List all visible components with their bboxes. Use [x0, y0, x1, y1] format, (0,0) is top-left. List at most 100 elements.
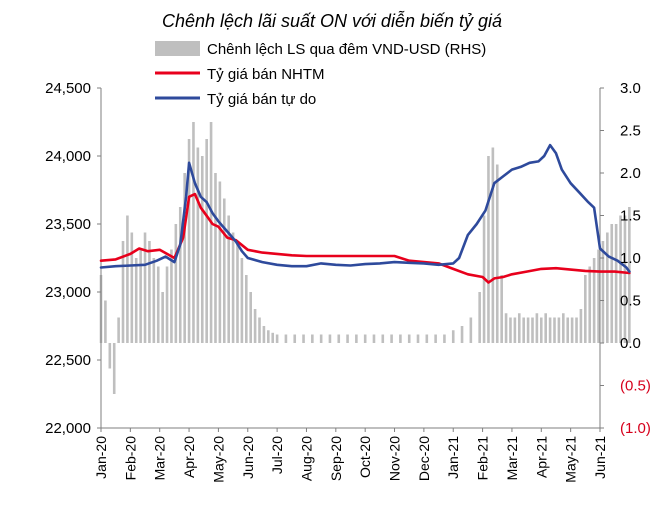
series-line	[99, 143, 631, 273]
bar-mark	[240, 258, 244, 343]
bar-mark	[575, 317, 578, 343]
bar-mark	[200, 156, 204, 343]
bar-mark	[258, 317, 261, 343]
bar-mark	[584, 275, 587, 343]
left-tick-label: 23,500	[45, 216, 91, 233]
right-tick-label: 0.5	[620, 293, 641, 310]
bar-mark	[152, 258, 156, 343]
bar-mark	[579, 309, 583, 343]
bar-mark	[566, 317, 570, 343]
bar-mark	[606, 232, 609, 343]
bar-mark	[592, 258, 596, 343]
x-tick-label: Jan-21	[445, 436, 461, 479]
bar-mark	[117, 317, 120, 343]
x-tick-label: Nov-20	[387, 436, 403, 481]
bar-mark	[588, 266, 592, 343]
bar-mark	[231, 232, 235, 343]
x-tick-label: Oct-20	[357, 436, 373, 478]
bar-mark	[227, 215, 230, 343]
right-axis-ticks: (1.0) (0.5) 0.0 0.5 1.0 1.5 2.0 2.5 3.0	[620, 80, 651, 437]
x-tick-label: Feb-21	[475, 436, 491, 481]
bar-mark	[548, 317, 552, 343]
bar-mark	[126, 215, 129, 343]
bar-mark	[245, 275, 248, 343]
x-tick-label: Apr-20	[181, 436, 197, 478]
left-tick-label: 24,500	[45, 80, 91, 97]
bar-mark	[355, 334, 358, 343]
bar-mark	[425, 334, 429, 343]
left-tick-label: 22,000	[45, 420, 91, 437]
bar-mark	[535, 313, 539, 343]
bar-mark	[443, 334, 446, 343]
bar-mark	[161, 292, 164, 343]
bar-mark	[390, 334, 393, 343]
x-tick-label: Mar-20	[152, 436, 168, 481]
right-tick-label: 1.5	[620, 208, 641, 225]
bar-mark	[557, 317, 561, 343]
bar-mark	[619, 215, 622, 343]
legend: Chênh lệch LS qua đêm VND-USD (RHS) Tỷ gi…	[155, 41, 486, 108]
right-tick-label: 1.0	[620, 250, 641, 267]
bar-mark	[504, 313, 508, 343]
bar-mark	[236, 241, 239, 343]
x-axis-ticks: Jan-20 Feb-20 Mar-20 Apr-20 May-20 Jun-20 Jul-…	[93, 436, 608, 483]
bar-mark	[407, 334, 411, 343]
bar-mark	[130, 232, 134, 343]
bar-series	[99, 122, 631, 394]
bar-mark	[601, 241, 605, 343]
line-series	[99, 143, 631, 284]
bar-mark	[570, 317, 574, 343]
bar-mark	[275, 334, 279, 343]
x-tick-label: May-21	[563, 436, 579, 483]
bar-mark	[134, 258, 138, 343]
bar-mark	[222, 198, 226, 343]
bar-mark	[416, 334, 420, 343]
bar-mark	[267, 330, 270, 343]
bar-mark	[614, 224, 618, 343]
bar-mark	[623, 215, 627, 343]
chart-title: Chênh lệch lãi suất ON với diễn biến tỷ …	[162, 11, 502, 31]
bar-mark	[509, 317, 512, 343]
bar-mark	[143, 232, 147, 343]
bar-mark	[491, 147, 495, 343]
bar-mark	[381, 334, 385, 343]
bar-mark	[311, 334, 314, 343]
bar-mark	[253, 309, 257, 343]
left-axis-ticks: 22,000 22,500 23,000 23,500 24,000 24,500	[45, 80, 91, 437]
right-tick-label: (1.0)	[620, 420, 651, 437]
right-tick-label: 2.5	[620, 123, 641, 140]
axes	[97, 87, 604, 432]
x-tick-label: Jul-20	[269, 436, 285, 474]
bar-mark	[562, 313, 565, 343]
bar-mark	[205, 139, 208, 343]
bar-mark	[372, 334, 376, 343]
x-tick-label: Sep-20	[328, 436, 344, 481]
x-tick-label: Jun-20	[240, 436, 256, 479]
left-tick-label: 22,500	[45, 352, 91, 369]
bar-mark	[196, 147, 200, 343]
left-tick-label: 23,000	[45, 284, 91, 301]
bar-mark	[487, 156, 490, 343]
bar-mark	[522, 317, 525, 343]
bar-mark	[139, 249, 142, 343]
bar-mark	[249, 292, 252, 343]
right-tick-label: 2.0	[620, 165, 641, 182]
legend-label: Tỷ giá bán NHTM	[207, 66, 325, 83]
right-tick-label: 0.0	[620, 335, 641, 352]
bar-mark	[170, 249, 173, 343]
bar-mark	[610, 224, 614, 343]
bar-mark	[218, 181, 222, 343]
bar-mark	[165, 266, 169, 343]
bar-mark	[628, 207, 631, 343]
bar-mark	[363, 334, 367, 343]
bar-mark	[121, 241, 125, 343]
left-tick-label: 24,000	[45, 148, 91, 165]
legend-label: Tỷ giá bán tự do	[207, 91, 316, 108]
bar-mark	[319, 334, 323, 343]
bar-mark	[451, 330, 455, 343]
bar-mark	[214, 173, 217, 343]
bar-mark	[108, 343, 112, 369]
bar-mark	[183, 173, 186, 343]
right-tick-label: (0.5)	[620, 378, 651, 395]
